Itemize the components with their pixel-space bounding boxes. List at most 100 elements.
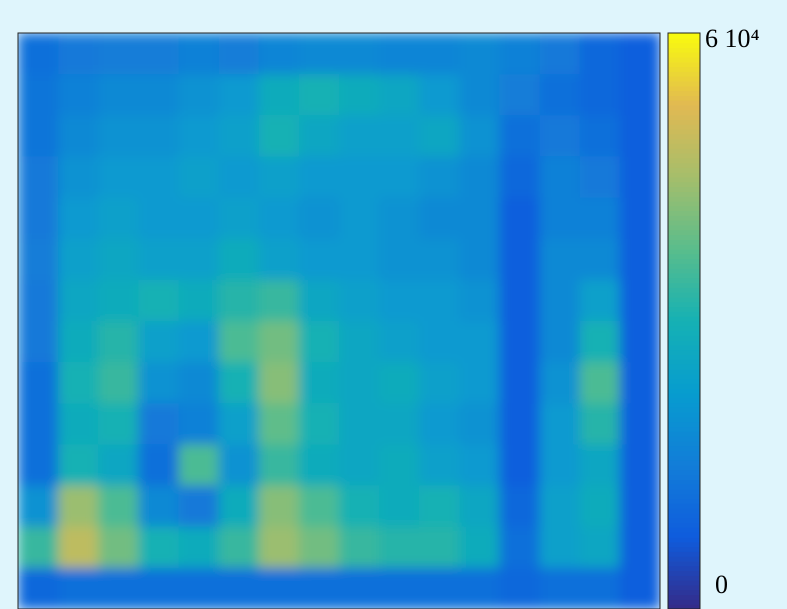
- colorbar-swatch: [668, 297, 700, 302]
- colorbar-swatch: [668, 62, 700, 67]
- heatmap-cell: [620, 74, 661, 116]
- heatmap-cell: [620, 568, 661, 609]
- heatmap-cell: [259, 239, 300, 281]
- heatmap-cell: [18, 33, 59, 75]
- heatmap-cell: [58, 280, 99, 322]
- heatmap-cell: [58, 527, 99, 569]
- colorbar-swatch: [668, 244, 700, 249]
- heatmap-cell: [98, 239, 139, 281]
- colorbar-swatch: [668, 172, 700, 177]
- heatmap-cell: [379, 239, 420, 281]
- colorbar-swatch: [668, 475, 700, 480]
- heatmap-cell: [18, 198, 59, 240]
- colorbar-swatch: [668, 403, 700, 408]
- colorbar-swatch: [668, 182, 700, 187]
- heatmap-cell: [259, 527, 300, 569]
- heatmap-cell: [620, 239, 661, 281]
- colorbar-swatch: [668, 494, 700, 499]
- heatmap-cell: [18, 115, 59, 157]
- colorbar-swatch: [668, 537, 700, 542]
- heatmap-cell: [459, 486, 500, 528]
- heatmap-cell: [18, 362, 59, 404]
- heatmap-cell: [219, 115, 260, 157]
- colorbar-swatch: [668, 388, 700, 393]
- colorbar-swatch: [668, 374, 700, 379]
- colorbar-swatch: [668, 287, 700, 292]
- heatmap-cell: [339, 198, 380, 240]
- colorbar-swatch: [668, 124, 700, 129]
- heatmap-cell: [379, 486, 420, 528]
- heatmap-cell: [138, 156, 179, 198]
- colorbar-swatch: [668, 311, 700, 316]
- heatmap-cell: [580, 115, 621, 157]
- heatmap-cell: [459, 74, 500, 116]
- heatmap-cell: [58, 156, 99, 198]
- heatmap-cell: [500, 362, 541, 404]
- heatmap-cell: [419, 115, 460, 157]
- heatmap-cell: [540, 33, 581, 75]
- colorbar-swatch: [668, 283, 700, 288]
- colorbar-swatch: [668, 566, 700, 571]
- heatmap-cell: [540, 568, 581, 609]
- heatmap-cell: [58, 486, 99, 528]
- heatmap-cell: [219, 198, 260, 240]
- heatmap-cell: [339, 444, 380, 486]
- heatmap-cell: [540, 74, 581, 116]
- heatmap-cell: [540, 239, 581, 281]
- colorbar-swatch: [668, 187, 700, 192]
- colorbar-swatch: [668, 148, 700, 153]
- heatmap-cell: [540, 486, 581, 528]
- heatmap-cell: [620, 527, 661, 569]
- heatmap-cell: [419, 280, 460, 322]
- heatmap-cell: [500, 156, 541, 198]
- colorbar-swatch: [668, 86, 700, 91]
- colorbar-swatch: [668, 259, 700, 264]
- colorbar-swatch: [668, 345, 700, 350]
- heatmap-cell: [259, 115, 300, 157]
- heatmap-cell: [459, 239, 500, 281]
- colorbar-swatch: [668, 191, 700, 196]
- colorbar-swatch: [668, 134, 700, 139]
- heatmap-cell: [58, 198, 99, 240]
- colorbar-swatch: [668, 129, 700, 134]
- heatmap-cell: [500, 444, 541, 486]
- colorbar-swatch: [668, 407, 700, 412]
- colorbar-swatch: [668, 499, 700, 504]
- colorbar-swatch: [668, 599, 700, 604]
- heatmap-cell: [540, 321, 581, 363]
- colorbar-swatch: [668, 585, 700, 590]
- heatmap-cell: [219, 33, 260, 75]
- heatmap-cell: [580, 280, 621, 322]
- heatmap-cell: [620, 115, 661, 157]
- colorbar-swatch: [668, 551, 700, 556]
- heatmap-cell: [179, 362, 220, 404]
- heatmap-cell: [299, 33, 340, 75]
- colorbar-swatch: [668, 369, 700, 374]
- colorbar-swatch: [668, 91, 700, 96]
- colorbar-swatch: [668, 556, 700, 561]
- heatmap-cell: [379, 74, 420, 116]
- colorbar-swatch: [668, 470, 700, 475]
- heatmap-cell: [219, 444, 260, 486]
- colorbar-swatch: [668, 220, 700, 225]
- heatmap-cell: [179, 156, 220, 198]
- heatmap-cell: [299, 403, 340, 445]
- heatmap-cell: [259, 74, 300, 116]
- heatmap-cell: [58, 362, 99, 404]
- heatmap-cell: [459, 527, 500, 569]
- heatmap-cell: [620, 444, 661, 486]
- heatmap-cell: [259, 198, 300, 240]
- heatmap-cell: [419, 568, 460, 609]
- heatmap-cell: [379, 280, 420, 322]
- colorbar-swatch: [668, 340, 700, 345]
- colorbar-swatch: [668, 47, 700, 52]
- colorbar-swatch: [668, 393, 700, 398]
- heatmap-cell: [18, 74, 59, 116]
- colorbar-swatch: [668, 417, 700, 422]
- colorbar-swatch: [668, 427, 700, 432]
- colorbar-swatch: [668, 139, 700, 144]
- heatmap-cell: [98, 74, 139, 116]
- heatmap-cell: [98, 568, 139, 609]
- heatmap-cell: [580, 568, 621, 609]
- colorbar-swatch: [668, 115, 700, 120]
